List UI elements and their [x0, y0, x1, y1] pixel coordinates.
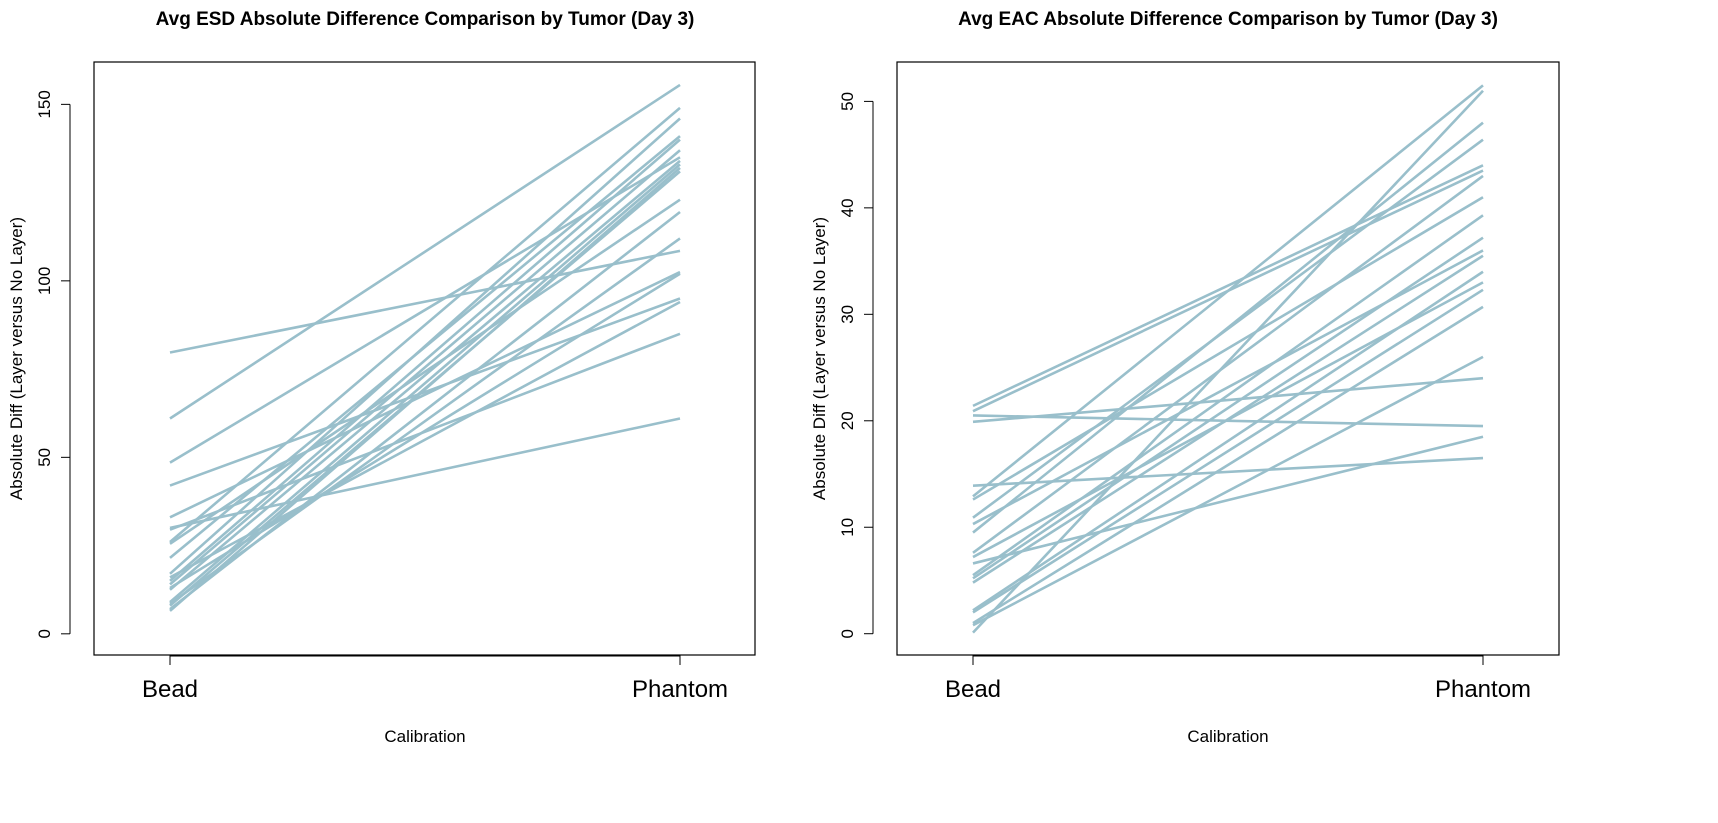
series-line-14 [972, 214, 1484, 577]
series-line-6 [169, 417, 681, 530]
series-line-9 [972, 249, 1484, 526]
series-line-11 [972, 174, 1484, 554]
chart-title: Avg EAC Absolute Difference Comparison b… [958, 9, 1498, 30]
y-tick-label: 40 [838, 198, 857, 217]
x-tick-label: Bead [142, 676, 198, 703]
series-line-21 [972, 89, 1484, 634]
series-line-5 [169, 270, 681, 519]
series-line-8 [169, 106, 681, 544]
series-line-13 [972, 435, 1484, 565]
y-axis-label: Absolute Diff (Layer versus No Layer) [810, 217, 829, 500]
series-line-15 [972, 236, 1484, 580]
x-tick-label: Phantom [1435, 676, 1531, 703]
series-line-14 [169, 149, 681, 586]
series-line-3 [169, 156, 681, 464]
series-line-13 [169, 138, 681, 582]
series-line-12 [169, 300, 681, 579]
x-axis-label: Calibration [1187, 727, 1268, 746]
y-tick-label: 30 [838, 305, 857, 324]
series-line-4 [972, 376, 1484, 424]
series-line-19 [972, 305, 1484, 625]
x-axis-label: Calibration [384, 727, 465, 746]
series-line-1 [972, 164, 1484, 408]
series-line-7 [972, 196, 1484, 501]
y-axis-label: Absolute Diff (Layer versus No Layer) [7, 217, 26, 500]
y-tick-label: 150 [35, 90, 54, 118]
series-line-2 [169, 83, 681, 420]
x-tick-label: Phantom [632, 676, 728, 703]
chart-title: Avg ESD Absolute Difference Comparison b… [156, 9, 695, 30]
series-line-20 [972, 355, 1484, 627]
series-line-4 [169, 297, 681, 487]
series-line-10 [972, 121, 1484, 534]
y-tick-label: 20 [838, 411, 857, 430]
series-line-17 [169, 163, 681, 604]
series-line-16 [972, 254, 1484, 584]
series-line-11 [169, 117, 681, 575]
series-line-6 [972, 84, 1484, 498]
plot-frame [896, 61, 1560, 656]
y-tick-label: 10 [838, 518, 857, 537]
series-line-5 [972, 456, 1484, 488]
plot-frame [93, 61, 756, 656]
series-line-16 [169, 159, 681, 591]
series-line-21 [169, 166, 681, 612]
y-tick-label: 100 [35, 267, 54, 295]
y-tick-label: 50 [35, 448, 54, 467]
series-line-20 [169, 210, 681, 611]
y-tick-label: 0 [35, 629, 54, 638]
x-tick-label: Bead [945, 676, 1001, 703]
series-line-1 [169, 249, 681, 354]
y-tick-label: 0 [838, 629, 857, 638]
series-line-17 [972, 270, 1484, 612]
y-tick-label: 50 [838, 92, 857, 111]
series-line-18 [972, 288, 1484, 614]
